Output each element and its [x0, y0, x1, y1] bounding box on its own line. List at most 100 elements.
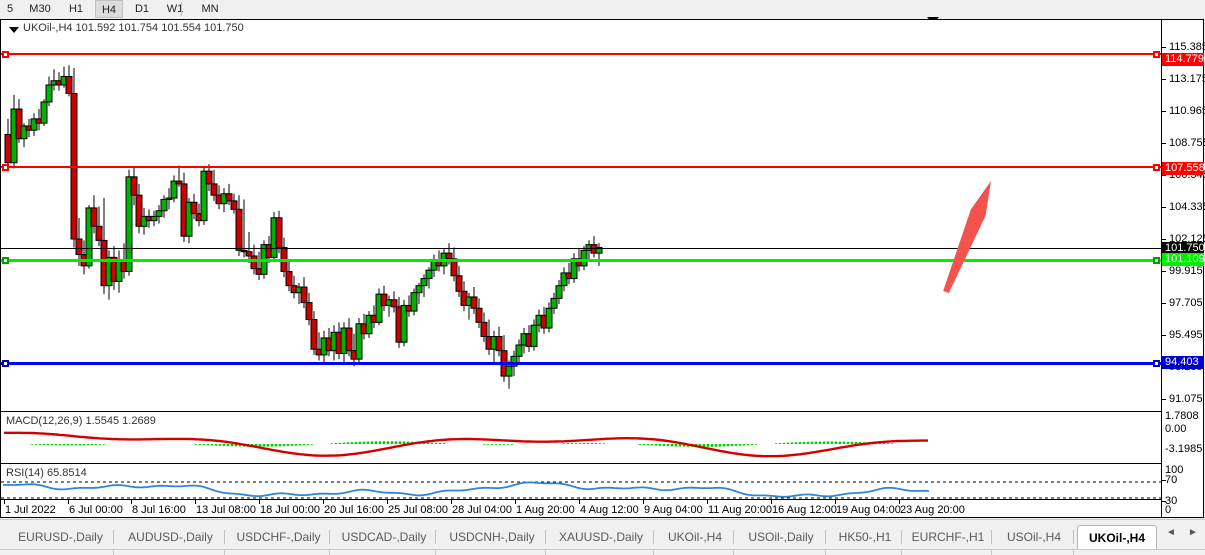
- candlestick-series: [4, 65, 603, 389]
- tab-bottom-divider: [113, 550, 114, 555]
- price-level-handle[interactable]: [2, 164, 9, 171]
- tab-divider: [733, 530, 734, 544]
- timeframe-button-mn[interactable]: MN: [201, 3, 219, 15]
- tab-scroll-left-icon[interactable]: ◄: [1166, 527, 1176, 538]
- chart-tab-ukoilh4[interactable]: UKOil-,H4: [667, 530, 722, 544]
- chart-tab-usdchfdaily[interactable]: USDCHF-,Daily: [236, 530, 321, 544]
- price-tick-label: 95.495: [1169, 329, 1203, 341]
- chart-tab-eurchfh1[interactable]: EURCHF-,H1: [911, 530, 985, 544]
- timeframe-button-w1[interactable]: W1: [166, 3, 184, 15]
- price-level-handle[interactable]: [1153, 360, 1160, 367]
- macd-scale-label: -3.1985: [1165, 443, 1203, 455]
- tab-bottom-divider: [825, 550, 826, 555]
- tab-scroll-right-icon[interactable]: ►: [1188, 527, 1198, 538]
- price-level-line-body: [1, 362, 1161, 365]
- tab-bar-underline: [0, 549, 1205, 550]
- rsi-scale-label: 100: [1165, 464, 1184, 476]
- time-tick: [835, 500, 836, 504]
- price-level-handle[interactable]: [1153, 51, 1160, 58]
- chart-plot-area[interactable]: UKOil-,H4 101.592 101.754 101.554 101.75…: [1, 20, 1161, 517]
- time-tick: [707, 500, 708, 504]
- price-tick-label: 104.335: [1169, 201, 1205, 213]
- price-level-line-body: [1, 259, 1161, 262]
- rsi-tick: [1162, 480, 1166, 481]
- price-tick-label: 99.915: [1169, 265, 1203, 277]
- time-tick: [195, 500, 196, 504]
- timeframe-button-5[interactable]: 5: [6, 3, 14, 15]
- macd-panel-separator-bottom: [1, 463, 1161, 464]
- chart-tab-usoilh4[interactable]: USOil-,H4: [1006, 530, 1061, 544]
- chart-frame: UKOil-,H4 101.592 101.754 101.554 101.75…: [0, 19, 1205, 518]
- chart-tab-usdcnhdaily[interactable]: USDCNH-,Daily: [449, 530, 535, 544]
- time-tick: [4, 500, 5, 504]
- time-tick-label: 16 Aug 12:00: [772, 504, 837, 516]
- time-tick: [131, 500, 132, 504]
- rsi-scale-label: 70: [1165, 474, 1178, 486]
- price-tick: [1162, 47, 1166, 48]
- timeframe-button-h4[interactable]: H4: [95, 0, 123, 18]
- chart-collapse-icon[interactable]: [9, 27, 19, 33]
- price-level-line-body: [1, 248, 1161, 249]
- tab-bottom-divider: [329, 550, 330, 555]
- tab-divider: [991, 530, 992, 544]
- macd-scale-label: 1.7808: [1165, 410, 1199, 422]
- price-level-badge: 101.750: [1162, 242, 1205, 255]
- tab-divider: [901, 530, 902, 544]
- rsi-scale-label: 30: [1165, 495, 1178, 507]
- tab-divider: [653, 530, 654, 544]
- tab-divider: [224, 530, 225, 544]
- tab-bottom-divider: [653, 550, 654, 555]
- price-tick: [1162, 335, 1166, 336]
- rsi-tick: [1162, 501, 1166, 502]
- price-level-handle[interactable]: [2, 257, 9, 264]
- chart-tab-audusddaily[interactable]: AUDUSD-,Daily: [128, 530, 213, 544]
- tab-bottom-divider: [733, 550, 734, 555]
- time-tick-label: 1 Aug 20:00: [516, 504, 575, 516]
- time-tick-label: 20 Jul 16:00: [324, 504, 384, 516]
- price-level-handle[interactable]: [2, 360, 9, 367]
- tab-divider: [329, 530, 330, 544]
- tab-divider: [113, 530, 114, 544]
- time-tick-label: 8 Jul 16:00: [132, 504, 186, 516]
- timeframe-button-d1[interactable]: D1: [134, 3, 150, 15]
- time-tick-label: 9 Aug 04:00: [644, 504, 703, 516]
- macd-label: MACD(12,26,9) 1.5545 1.2689: [6, 415, 156, 427]
- price-tick: [1162, 239, 1166, 240]
- time-tick: [259, 500, 260, 504]
- price-tick: [1162, 207, 1166, 208]
- tab-bottom-divider: [545, 550, 546, 555]
- price-tick: [1162, 271, 1166, 272]
- chart-tab-usdcaddaily[interactable]: USDCAD-,Daily: [341, 530, 427, 544]
- timeframe-button-m30[interactable]: M30: [29, 3, 51, 15]
- tab-divider: [435, 530, 436, 544]
- price-tick: [1162, 303, 1166, 304]
- price-level-handle[interactable]: [2, 51, 9, 58]
- time-tick: [899, 500, 900, 504]
- macd-panel-separator-top: [1, 411, 1161, 412]
- price-tick: [1162, 111, 1166, 112]
- price-level-handle[interactable]: [1153, 164, 1160, 171]
- time-tick-label: 28 Jul 04:00: [452, 504, 512, 516]
- price-tick-label: 108.755: [1169, 137, 1205, 149]
- chart-tab-hk50h1[interactable]: HK50-,H1: [838, 530, 892, 544]
- chart-tab-usoildaily[interactable]: USOil-,Daily: [748, 530, 814, 544]
- time-tick: [323, 500, 324, 504]
- time-axis: 1 Jul 2022 6 Jul 00:00 8 Jul 16:00 13 Jul 0…: [1, 499, 1161, 517]
- chart-tab-xauusddaily[interactable]: XAUUSD-,Daily: [558, 530, 643, 544]
- tab-bottom-divider: [435, 550, 436, 555]
- time-tick: [387, 500, 388, 504]
- price-level-handle[interactable]: [1153, 257, 1160, 264]
- chart-tab-eurusddaily[interactable]: EURUSD-,Daily: [18, 530, 103, 544]
- time-tick: [68, 500, 69, 504]
- price-scale[interactable]: 115.385 113.175 110.965 108.755 106.545 104.3…: [1161, 20, 1205, 517]
- tab-divider: [1073, 530, 1074, 544]
- price-tick-label: 91.075: [1169, 393, 1203, 405]
- price-level-badge: 114.779: [1162, 53, 1204, 66]
- chart-tab-ukoilh4[interactable]: UKOil-,H4: [1077, 525, 1157, 549]
- price-tick: [1162, 143, 1166, 144]
- time-tick: [643, 500, 644, 504]
- price-level-badge: 94.403: [1162, 356, 1204, 369]
- timeframe-button-h1[interactable]: H1: [68, 3, 84, 15]
- time-tick: [451, 500, 452, 504]
